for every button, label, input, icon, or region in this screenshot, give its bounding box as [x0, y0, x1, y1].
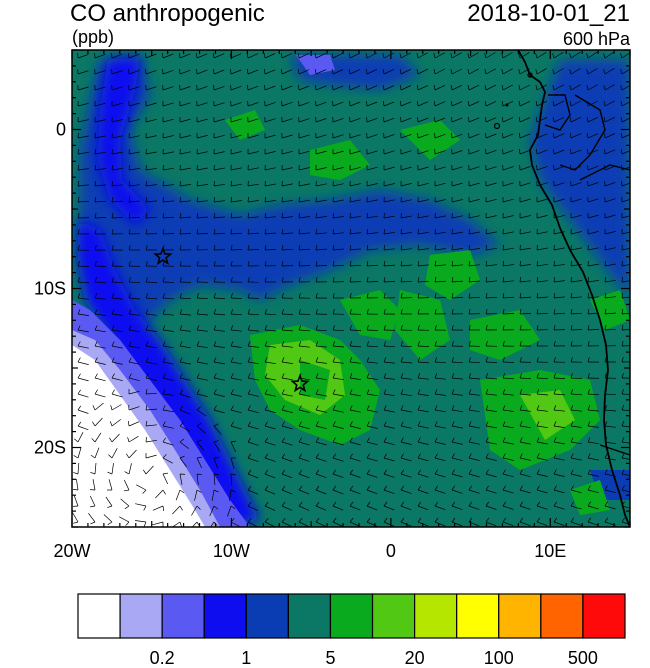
lon-tick-label: 10W [213, 541, 250, 561]
colorbar-swatch [457, 594, 499, 638]
lon-tick-label: 10E [534, 541, 566, 561]
colorbar-swatch [120, 594, 162, 638]
colorbar-swatch [415, 594, 457, 638]
co-field [72, 50, 633, 531]
lon-tick-label: 0 [386, 541, 396, 561]
colorbar-swatch [373, 594, 415, 638]
colorbar-swatch [330, 594, 372, 638]
colorbar-label: 5 [325, 648, 335, 668]
colorbar-swatch [583, 594, 625, 638]
colorbar-swatch [288, 594, 330, 638]
colorbar-swatch [499, 594, 541, 638]
lat-tick-label: 10S [34, 279, 66, 299]
lat-tick-label: 20S [34, 438, 66, 458]
colorbar-label: 500 [568, 648, 598, 668]
colorbar-swatch [541, 594, 583, 638]
colorbar-swatch [162, 594, 204, 638]
colorbar-swatch [246, 594, 288, 638]
lon-tick-label: 20W [53, 541, 90, 561]
lat-tick-label: 0 [56, 120, 66, 140]
colorbar-label: 0.2 [150, 648, 175, 668]
colorbar-swatch [204, 594, 246, 638]
colorbar [78, 594, 625, 638]
colorbar-label: 20 [405, 648, 425, 668]
colorbar-label: 1 [241, 648, 251, 668]
colorbar-label: 100 [484, 648, 514, 668]
colorbar-swatch [78, 594, 120, 638]
